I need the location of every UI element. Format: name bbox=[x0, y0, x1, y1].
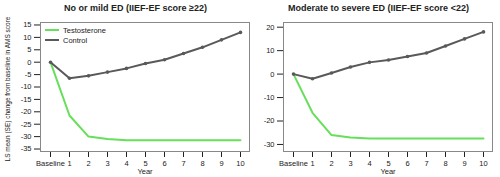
svg-text:5: 5 bbox=[143, 158, 148, 168]
svg-text:4: 4 bbox=[367, 159, 371, 168]
svg-text:3: 3 bbox=[105, 159, 109, 168]
svg-text:-5: -5 bbox=[25, 70, 32, 79]
svg-text:-35: -35 bbox=[21, 144, 32, 153]
svg-text:9: 9 bbox=[462, 159, 466, 168]
html-text:No or mild ED (IIEF-EF score ≥: No or mild ED (IIEF-EF score ≥22) bbox=[64, 3, 207, 13]
svg-text:Baseline: Baseline bbox=[279, 159, 308, 168]
svg-text:-10: -10 bbox=[264, 93, 275, 102]
svg-text:6: 6 bbox=[405, 159, 409, 168]
svg-text:0: 0 bbox=[27, 58, 31, 67]
svg-text:2: 2 bbox=[86, 159, 90, 168]
svg-text:1: 1 bbox=[67, 159, 71, 168]
svg-text:9: 9 bbox=[219, 159, 223, 168]
svg-text:5: 5 bbox=[386, 158, 391, 168]
svg-text:2: 2 bbox=[329, 159, 333, 168]
svg-text:Year: Year bbox=[380, 167, 396, 176]
svg-text:15: 15 bbox=[23, 20, 31, 29]
svg-text:7: 7 bbox=[181, 159, 185, 168]
html-text:Moderate to severe ED (IIEF-EF: Moderate to severe ED (IIEF-EF score <22… bbox=[288, 3, 469, 13]
svg-text:Year: Year bbox=[137, 167, 153, 176]
svg-text:6: 6 bbox=[162, 159, 166, 168]
svg-text:8: 8 bbox=[443, 159, 447, 168]
svg-text:7: 7 bbox=[424, 159, 428, 168]
html-text:LS mean (SE) change from basel: LS mean (SE) change from baseline in AMS… bbox=[3, 16, 11, 161]
svg-text:20: 20 bbox=[266, 23, 274, 32]
svg-text:1: 1 bbox=[310, 159, 314, 168]
svg-text:-10: -10 bbox=[21, 82, 32, 91]
html-text:Control: Control bbox=[63, 35, 88, 45]
svg-text:8: 8 bbox=[200, 159, 204, 168]
svg-text:10: 10 bbox=[266, 46, 274, 55]
svg-text:-15: -15 bbox=[21, 95, 32, 104]
svg-text:10: 10 bbox=[23, 33, 31, 42]
svg-text:5: 5 bbox=[27, 45, 31, 54]
svg-text:-20: -20 bbox=[21, 107, 32, 116]
svg-text:10: 10 bbox=[479, 159, 487, 168]
svg-text:4: 4 bbox=[124, 159, 128, 168]
svg-text:10: 10 bbox=[236, 159, 244, 168]
html-text:Testosterone: Testosterone bbox=[63, 25, 106, 35]
svg-text:-20: -20 bbox=[264, 116, 275, 125]
svg-text:3: 3 bbox=[348, 159, 352, 168]
svg-text:Baseline: Baseline bbox=[36, 159, 65, 168]
svg-text:-30: -30 bbox=[264, 140, 275, 149]
svg-text:0: 0 bbox=[270, 70, 274, 79]
svg-text:-25: -25 bbox=[21, 120, 32, 129]
svg-text:-30: -30 bbox=[21, 132, 32, 141]
